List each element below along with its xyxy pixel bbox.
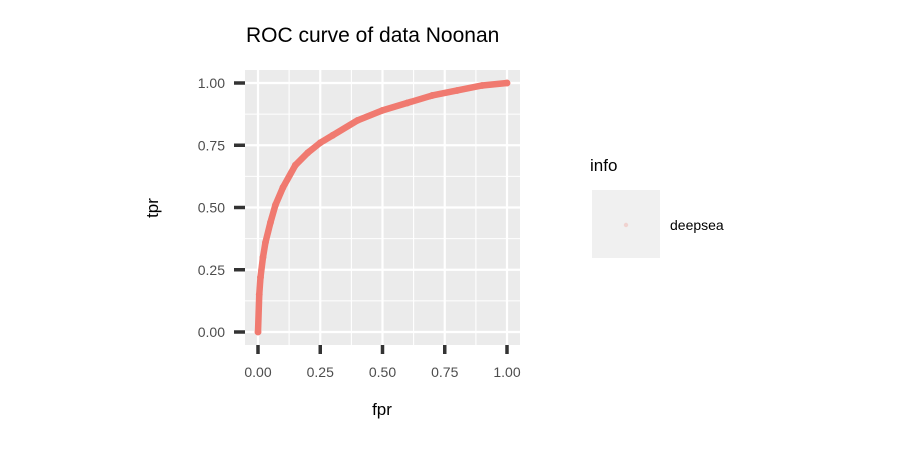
data-point [254, 328, 262, 336]
data-point [354, 116, 361, 124]
data-point [279, 184, 287, 191]
data-point [255, 291, 263, 299]
data-point [291, 161, 299, 169]
x-tick-label: 0.25 [307, 364, 334, 380]
data-point [304, 149, 312, 157]
data-point [478, 82, 486, 89]
data-point [316, 139, 324, 147]
data-point [428, 92, 436, 99]
y-tick-label: 0.75 [198, 137, 225, 153]
data-layer [254, 79, 511, 336]
x-tick-label: 0.00 [244, 364, 271, 380]
x-tick-label: 0.50 [369, 364, 396, 380]
grid-lines [245, 70, 520, 345]
data-point [267, 219, 274, 226]
data-point [272, 201, 279, 209]
y-axis-title: tpr [143, 198, 162, 218]
chart-title: ROC curve of data Noonan [246, 24, 499, 47]
legend-title: info [590, 156, 617, 175]
data-point [379, 106, 386, 114]
legend-key-marker [623, 222, 629, 228]
y-tick-label: 0.25 [198, 262, 225, 278]
data-point [404, 99, 411, 107]
data-point [503, 79, 511, 87]
data-point [262, 238, 269, 246]
data-point [259, 253, 267, 261]
x-axis-title: fpr [372, 400, 392, 419]
data-point [257, 273, 264, 281]
legend-key-box [592, 190, 660, 258]
legend-label-deepsea: deepsea [670, 217, 724, 233]
y-tick-label: 1.00 [198, 75, 225, 91]
y-tick-label: 0.50 [198, 200, 225, 216]
y-tick-label: 0.00 [198, 324, 225, 340]
legend: info deepsea [590, 156, 724, 258]
x-tick-label: 1.00 [493, 364, 520, 380]
data-point [453, 87, 461, 94]
axis-ticks: 0.00 0.25 0.50 0.75 1.00 0.00 0.25 0.50 0.75 1.00 [198, 75, 521, 380]
x-tick-label: 0.75 [431, 364, 458, 380]
data-point [329, 131, 337, 139]
